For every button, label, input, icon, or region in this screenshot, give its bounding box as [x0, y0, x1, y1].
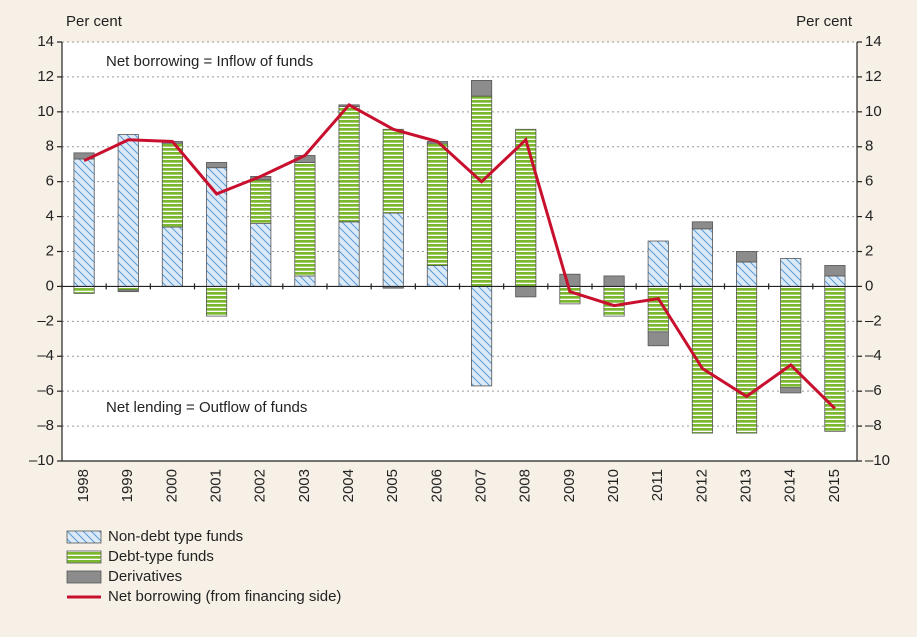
x-tick-label: 2010 — [605, 469, 622, 502]
x-tick-label: 2014 — [782, 469, 799, 502]
bar — [647, 240, 669, 287]
bar — [117, 134, 139, 287]
x-tick-label: 2001 — [208, 469, 225, 502]
y-tick-label: 0 — [46, 277, 54, 294]
bar — [338, 106, 360, 223]
bar — [382, 128, 404, 214]
y-tick-label: 10 — [37, 103, 54, 120]
bar — [691, 221, 713, 230]
bar — [603, 275, 625, 287]
x-tick-label: 2006 — [428, 469, 445, 502]
bar — [206, 286, 228, 317]
y2-tick-label: 6 — [865, 173, 873, 190]
bar — [338, 221, 360, 287]
y2-tick-label: –8 — [865, 417, 882, 434]
x-tick-label: 2002 — [252, 469, 269, 502]
bar — [161, 142, 183, 228]
bar — [294, 275, 316, 287]
y2-tick-label: –2 — [865, 312, 882, 329]
y-tick-label: 6 — [46, 173, 54, 190]
bar — [824, 265, 846, 277]
bar — [161, 226, 183, 287]
x-tick-label: 2007 — [473, 469, 490, 502]
y2-tick-label: 0 — [865, 277, 873, 294]
y2-tick-label: 14 — [865, 33, 882, 50]
y-tick-label: 14 — [37, 33, 54, 50]
y-tick-label: –8 — [37, 417, 54, 434]
x-tick-label: 2004 — [340, 469, 357, 502]
legend-label: Derivatives — [108, 568, 182, 585]
x-tick-label: 2008 — [517, 469, 534, 502]
annotation: Net lending = Outflow of funds — [106, 399, 307, 416]
bar — [117, 289, 139, 293]
y-tick-label: –2 — [37, 312, 54, 329]
legend-label: Non-debt type funds — [108, 528, 243, 545]
y-tick-label: –4 — [37, 347, 54, 364]
bar — [559, 273, 581, 287]
bar — [471, 286, 493, 387]
legend-swatch — [66, 570, 102, 584]
y2-tick-label: –4 — [865, 347, 882, 364]
bar — [471, 80, 493, 97]
y2-tick-label: –10 — [865, 452, 890, 469]
x-tick-label: 2003 — [296, 469, 313, 502]
bar — [515, 128, 537, 287]
y2-tick-label: 4 — [865, 208, 873, 225]
y-tick-label: –6 — [37, 382, 54, 399]
bar — [780, 387, 802, 394]
x-tick-label: 2013 — [738, 469, 755, 502]
bar — [426, 142, 448, 266]
bar — [294, 162, 316, 277]
y2-tick-label: 12 — [865, 68, 882, 85]
legend-label: Debt-type funds — [108, 548, 214, 565]
legend-label: Net borrowing (from financing side) — [108, 588, 341, 605]
y-tick-label: 12 — [37, 68, 54, 85]
bar — [250, 223, 272, 287]
bar — [824, 275, 846, 287]
bar — [515, 286, 537, 298]
y-tick-label: 8 — [46, 138, 54, 155]
x-tick-label: 2000 — [163, 469, 180, 502]
y2-tick-label: –6 — [865, 382, 882, 399]
y-tick-label: 2 — [46, 242, 54, 259]
x-tick-label: 2005 — [384, 469, 401, 502]
bar — [382, 212, 404, 287]
x-tick-label: 2011 — [649, 469, 666, 501]
legend-swatch — [66, 530, 102, 544]
y-axis-label-left: Per cent — [66, 13, 123, 30]
bar — [780, 258, 802, 287]
x-tick-label: 1998 — [75, 469, 92, 502]
bar — [426, 265, 448, 287]
y2-tick-label: 10 — [865, 103, 882, 120]
bar — [824, 286, 846, 432]
bar — [736, 286, 758, 434]
bar — [471, 95, 493, 287]
y-tick-label: 4 — [46, 208, 54, 225]
bar — [73, 158, 95, 287]
bar — [73, 286, 95, 294]
y-axis-label-right: Per cent — [796, 13, 853, 30]
y2-tick-label: 8 — [865, 138, 873, 155]
bar — [736, 261, 758, 287]
x-tick-label: 2012 — [693, 469, 710, 502]
legend-swatch — [66, 550, 102, 564]
y2-tick-label: 2 — [865, 242, 873, 259]
x-tick-label: 2015 — [826, 469, 843, 502]
x-tick-label: 1999 — [119, 469, 136, 502]
x-tick-label: 2009 — [561, 469, 578, 502]
bar — [736, 251, 758, 263]
y-tick-label: –10 — [29, 452, 54, 469]
annotation: Net borrowing = Inflow of funds — [106, 53, 313, 70]
bar — [603, 286, 625, 317]
bar — [250, 179, 272, 224]
bar — [691, 228, 713, 287]
plot-area — [62, 42, 857, 461]
bar — [647, 331, 669, 347]
line — [83, 103, 836, 410]
bar — [206, 162, 228, 169]
